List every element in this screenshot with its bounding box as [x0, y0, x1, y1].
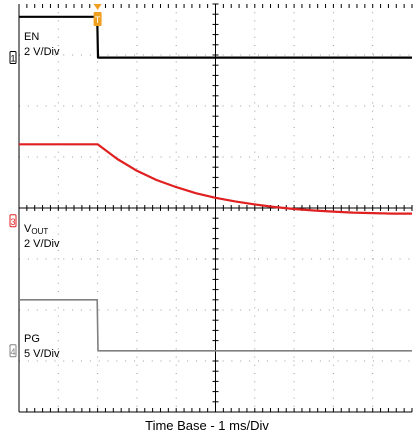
- ground-marker-pg: [9, 344, 17, 358]
- trace-pg: [19, 298, 412, 352]
- channel-markers: 1 3 4 T: [9, 4, 102, 358]
- ch1-scale: 2 V/Div: [24, 46, 60, 58]
- trigger-arrow: [93, 4, 102, 10]
- ch3-label: VOUT 2 V/Div: [24, 223, 59, 250]
- trigger-marker-text: T: [95, 15, 101, 25]
- waveform-traces: [19, 15, 412, 352]
- graticule: [18, 3, 413, 413]
- ch4-scale: 5 V/Div: [24, 348, 60, 360]
- ch1-name: EN: [24, 31, 40, 43]
- ground-marker-text-en: 1: [10, 54, 15, 64]
- ch3-scale: 2 V/Div: [24, 238, 60, 250]
- ch4-name: PG: [24, 333, 40, 345]
- ground-marker-en: [9, 51, 17, 65]
- x-axis-label: Time Base - 1 ms/Div: [145, 418, 269, 433]
- ch1-label: EN 2 V/Div: [24, 31, 59, 58]
- ch4-label: PG 5 V/Div: [24, 333, 59, 360]
- trace-en: [19, 15, 412, 59]
- ground-marker-vout: [9, 214, 17, 228]
- ground-marker-text-pg: 4: [10, 347, 15, 357]
- ch3-name: VOUT: [24, 223, 49, 236]
- trigger-marker: [93, 12, 102, 26]
- ground-marker-text-vout: 3: [10, 217, 15, 227]
- trace-vout: [19, 143, 412, 215]
